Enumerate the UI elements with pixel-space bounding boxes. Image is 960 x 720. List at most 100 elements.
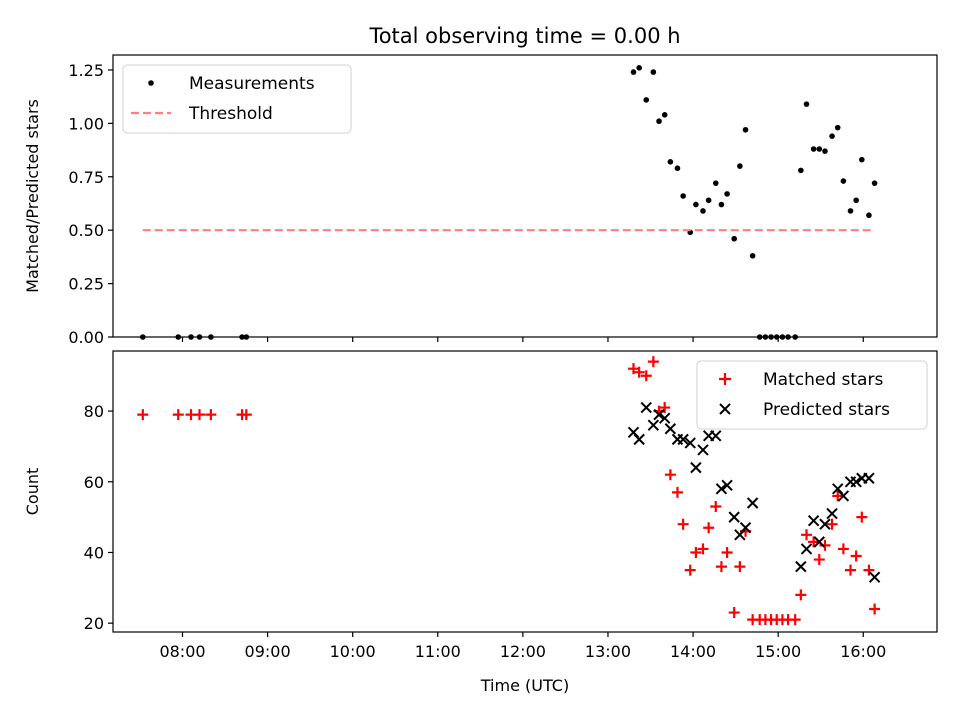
data-point <box>859 156 865 163</box>
data-point <box>194 409 206 421</box>
data-point <box>667 159 674 165</box>
data-point <box>172 409 184 421</box>
x-tick-label: 16:00 <box>840 642 886 661</box>
axes-frame <box>112 350 938 633</box>
x-tick-label: 15:00 <box>755 642 801 661</box>
data-point <box>659 402 671 414</box>
y-tick-label: 1.00 <box>68 114 104 133</box>
y-axis-label: Matched/Predicted stars <box>23 99 42 293</box>
data-point <box>847 208 854 214</box>
data-point <box>808 536 820 548</box>
data-point <box>680 193 686 199</box>
data-point <box>728 607 740 619</box>
data-point <box>810 146 817 152</box>
data-point <box>869 603 881 615</box>
data-point <box>677 433 689 446</box>
y-tick-label: 40 <box>84 543 104 562</box>
data-point <box>712 180 719 186</box>
data-point <box>826 507 838 520</box>
data-point <box>850 476 862 488</box>
x-tick-label: 10:00 <box>330 642 376 661</box>
x-tick-label: 08:00 <box>159 642 205 661</box>
data-point <box>664 423 677 435</box>
data-point <box>832 490 844 502</box>
data-point <box>795 589 807 601</box>
data-point <box>863 564 875 576</box>
data-point <box>640 370 652 382</box>
data-point <box>737 163 743 169</box>
legend-label: Measurements <box>189 74 315 94</box>
y-tick-label: 0.25 <box>68 275 104 294</box>
data-point <box>795 560 807 573</box>
data-point <box>868 571 881 583</box>
data-point <box>850 550 862 562</box>
data-point <box>693 201 699 208</box>
data-point <box>664 469 676 481</box>
legend-box <box>696 360 928 430</box>
axes-frame <box>112 54 938 338</box>
series-matched-stars <box>137 356 881 626</box>
data-point <box>640 401 652 414</box>
legend-swatch <box>719 373 731 385</box>
data-point <box>807 514 820 527</box>
y-axis-label: Count <box>23 468 42 516</box>
data-point <box>819 518 831 530</box>
data-point <box>721 546 733 558</box>
data-point <box>803 101 810 107</box>
data-point <box>813 536 825 548</box>
legend-box <box>122 64 352 134</box>
data-point <box>840 178 847 184</box>
bottom-panel: 20 40 60 80 08:00 09:00 10:00 11:00 12:00 13:00 14… <box>23 350 938 695</box>
data-point <box>800 543 813 555</box>
data-point <box>837 543 849 555</box>
data-point <box>656 118 662 125</box>
legend-label: Threshold <box>188 104 273 124</box>
data-point <box>653 408 665 421</box>
legend: Measurements Threshold <box>122 64 352 134</box>
y-tick-label: 80 <box>84 402 104 421</box>
x-tick-label: 13:00 <box>585 642 631 661</box>
data-point <box>715 483 728 495</box>
data-point <box>240 409 252 421</box>
data-point <box>705 197 712 204</box>
y-tick-label: 20 <box>84 614 104 633</box>
data-point <box>690 546 702 558</box>
x-tick-label: 12:00 <box>500 642 546 661</box>
data-point <box>746 497 759 509</box>
data-point <box>728 511 740 523</box>
data-point <box>739 522 752 534</box>
data-point <box>627 363 639 375</box>
data-point <box>690 461 702 474</box>
data-point <box>205 409 217 421</box>
data-point <box>837 490 850 502</box>
data-point <box>671 486 683 498</box>
legend-swatch <box>719 403 731 415</box>
data-point <box>866 212 872 219</box>
data-point <box>822 148 828 154</box>
y-tick-label: 60 <box>84 473 104 492</box>
data-point <box>826 518 838 530</box>
data-point <box>636 65 642 71</box>
data-point <box>647 419 660 431</box>
legend-label: Matched stars <box>763 370 883 390</box>
chart-title: Total observing time = 0.00 h <box>368 24 680 48</box>
data-point <box>721 479 733 492</box>
data-point <box>633 433 645 446</box>
data-point <box>801 529 813 541</box>
data-point <box>697 444 709 456</box>
data-point <box>697 543 709 555</box>
data-point <box>853 197 859 204</box>
legend-swatch <box>148 80 154 86</box>
data-point <box>749 253 756 259</box>
data-point <box>816 146 823 152</box>
data-point <box>643 97 650 103</box>
data-point <box>715 561 727 573</box>
data-point <box>718 201 725 208</box>
data-point <box>710 430 722 442</box>
x-tick-label: 11:00 <box>415 642 461 661</box>
data-point <box>137 409 149 421</box>
series-predicted-stars <box>627 401 881 583</box>
data-point <box>674 165 681 172</box>
y-tick-label: 0.75 <box>68 168 104 187</box>
